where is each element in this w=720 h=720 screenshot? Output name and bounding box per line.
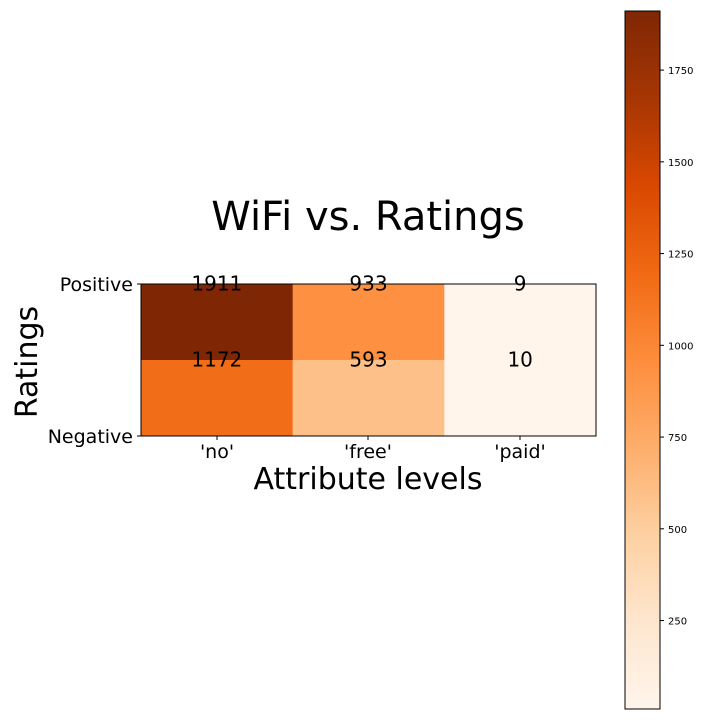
cell-value-label: 1911 (191, 272, 242, 296)
x-axis-tick-labels: 'no' 'free' 'paid' (200, 436, 546, 463)
y-tick-label: Negative (48, 426, 133, 448)
colorbar-ticks: 250 500 750 1000 1250 1500 1750 (660, 66, 693, 628)
y-axis-label: Ratings (10, 306, 45, 418)
cell-value-label: 593 (349, 348, 387, 372)
colorbar-tick-label: 500 (668, 525, 687, 536)
heatmap-cell (292, 360, 445, 437)
heatmap-cell (292, 284, 445, 361)
x-tick-label: 'no' (200, 441, 234, 463)
x-axis-label: Attribute levels (254, 462, 483, 497)
colorbar-tick-label: 1500 (668, 158, 693, 169)
heatmap-cell (141, 360, 294, 437)
cell-value-label: 9 (514, 272, 527, 296)
heatmap-cell (444, 284, 597, 361)
heatmap-cell (444, 360, 597, 437)
chart-title: WiFi vs. Ratings (211, 194, 524, 240)
x-tick-label: 'paid' (494, 441, 546, 463)
cell-value-label: 1172 (191, 348, 242, 372)
colorbar-tick-label: 1000 (668, 341, 693, 352)
colorbar (624, 10, 661, 710)
colorbar-tick-label: 250 (668, 617, 687, 628)
y-axis-tick-labels: Positive Negative (48, 274, 141, 448)
cell-value-label: 933 (349, 272, 387, 296)
cell-value-labels: 1911 933 9 1172 593 10 (191, 272, 533, 372)
colorbar-tick-label: 1250 (668, 250, 693, 261)
colorbar-tick-label: 1750 (668, 66, 693, 77)
heatmap-cells (141, 284, 597, 437)
y-tick-label: Positive (60, 274, 133, 296)
x-tick-label: 'free' (344, 441, 392, 463)
colorbar-tick-label: 750 (668, 433, 687, 444)
cell-value-label: 10 (507, 348, 532, 372)
heatmap-cell (141, 284, 294, 361)
